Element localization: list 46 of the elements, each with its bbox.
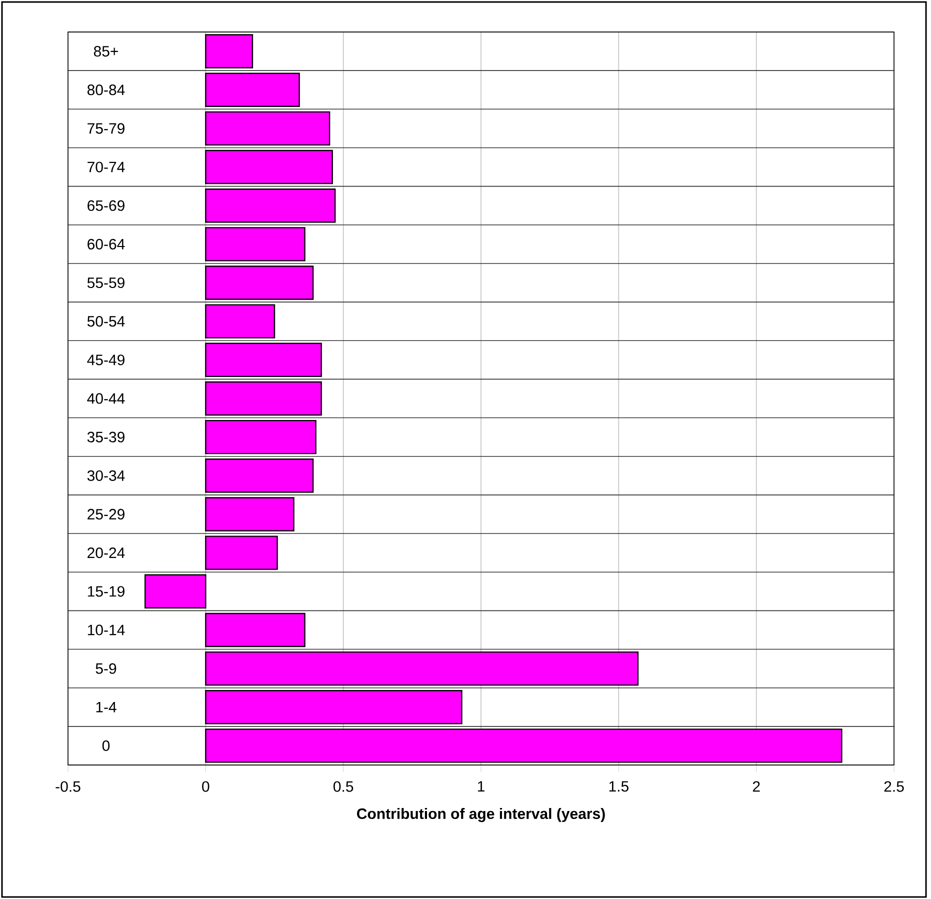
y-tick-label: 50-54 (87, 316, 125, 327)
y-tick-label: 25-29 (88, 508, 124, 520)
y-tick-label: 20-24 (88, 548, 125, 558)
y-tick-label: 10-14 (88, 624, 125, 636)
y-tick-label: 80-84 (87, 84, 125, 96)
bar (205, 227, 306, 262)
bar (205, 420, 316, 454)
bar (205, 458, 314, 493)
y-tick-label: 85+ (94, 46, 118, 57)
bar (205, 612, 306, 648)
bar (205, 342, 322, 378)
bar (205, 188, 336, 223)
bar (205, 34, 254, 68)
bar (205, 536, 278, 570)
x-tick-label: 2 (752, 781, 760, 792)
y-tick-label: 55-59 (87, 277, 124, 288)
y-tick-label: 35-39 (87, 432, 124, 442)
x-tick-label: 0.5 (333, 781, 354, 792)
y-tick-label: 1-4 (96, 702, 116, 712)
bar (205, 304, 276, 338)
y-tick-label: 15-19 (88, 586, 124, 597)
x-tick-label: 2.5 (884, 781, 904, 792)
bar (205, 111, 330, 146)
bar (205, 497, 294, 532)
x-tick-label: -0.5 (56, 781, 80, 792)
bar (205, 266, 314, 300)
y-tick-label: 70-74 (88, 162, 125, 172)
bar (144, 574, 206, 608)
x-tick-label: 1.5 (609, 781, 628, 792)
bar (205, 381, 322, 416)
bar (205, 72, 300, 107)
y-tick-label: 30-34 (87, 470, 125, 481)
x-tick-label: 1 (478, 781, 484, 792)
x-axis-title: Contribution of age interval (years) (357, 808, 605, 822)
bar (205, 690, 462, 724)
y-tick-label: 45-49 (87, 354, 124, 366)
y-tick-label: 0 (102, 740, 110, 752)
y-tick-label: 60-64 (88, 238, 125, 250)
x-tick-label: 0 (202, 781, 210, 792)
y-tick-label: 40-44 (87, 393, 125, 404)
y-tick-label: 5-9 (96, 663, 116, 674)
bar (205, 150, 333, 184)
bar (205, 651, 639, 686)
y-tick-label: 65-69 (88, 200, 124, 211)
bar (205, 728, 842, 763)
y-tick-label: 75-79 (88, 123, 124, 134)
